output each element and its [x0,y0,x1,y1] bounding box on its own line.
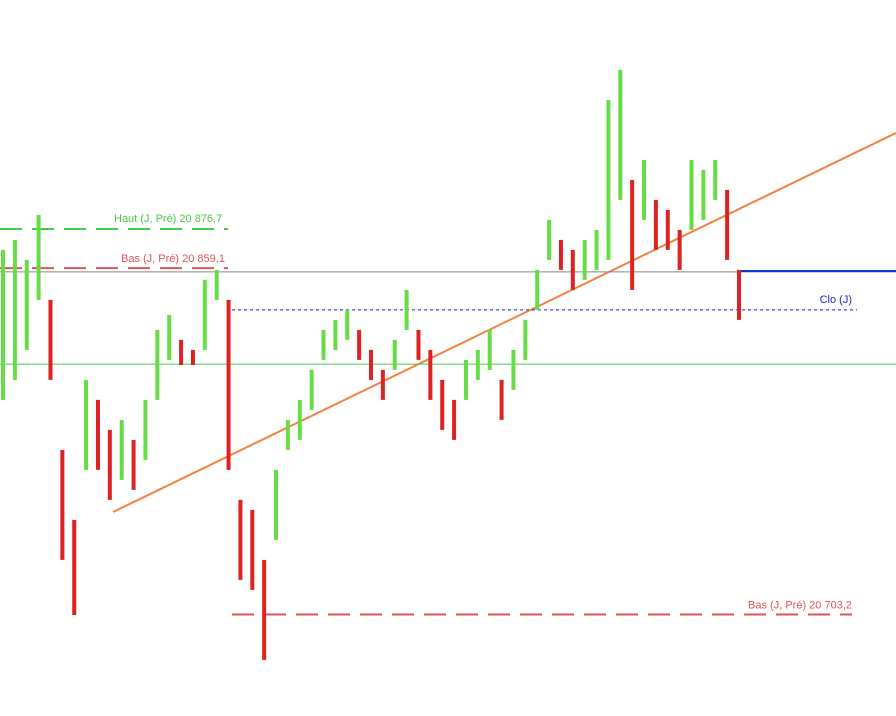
price-bar [463,359,468,400]
price-bar [475,349,480,380]
price-bar [179,339,184,365]
price-bar [48,299,53,380]
price-bar [677,229,682,270]
price-bar [725,189,730,260]
price-bar [190,349,195,365]
price-bar [653,199,658,250]
price-bar [214,269,219,300]
price-bar [119,419,124,480]
price-bar [250,509,255,590]
price-bar [392,339,397,370]
price-bar [24,259,29,350]
price-bar [416,329,421,360]
price-bar [155,329,160,400]
level-label: Bas (J, Pré) 20 703,2 [748,600,852,612]
price-bar [440,379,445,430]
price-bar [131,439,136,490]
level-label: Bas (J, Pré) 20 859,1 [121,253,225,265]
price-bar [84,379,89,470]
price-bar [511,349,516,390]
price-bar [36,215,41,300]
price-bar [737,269,741,320]
price-bar [630,179,635,290]
price-bar [689,159,694,230]
price-bar [380,369,385,400]
price-bar [558,239,563,270]
price-bar [167,315,172,360]
price-bar [262,559,267,660]
price-bar [95,399,100,470]
price-bar [309,369,314,410]
price-bar [428,349,433,400]
price-bar [570,249,575,290]
price-bar [713,159,718,200]
price-bar [701,169,706,220]
price-bar [143,399,148,460]
price-bar [202,279,207,350]
price-bar [1,249,5,400]
price-bar [369,349,373,380]
price-bar [297,399,302,440]
price-bar [594,229,599,270]
price-bar [285,419,290,450]
price-bar [333,319,338,350]
price-bar [487,329,492,370]
level-label: Haut (J, Pré) 20 876,7 [114,213,222,225]
price-bar [357,329,362,360]
price-bar [107,429,112,500]
price-bar [404,289,409,330]
price-bar [226,299,231,470]
price-bar [321,329,326,360]
price-bar [642,159,647,220]
price-bar [452,399,457,440]
price-bar [606,99,611,260]
price-bar [523,319,528,360]
price-bar [618,69,623,200]
price-bar [582,239,587,280]
price-bar [665,209,670,250]
level-label: Clo (J) [820,294,852,306]
price-bar [547,219,552,260]
price-bar [72,519,77,615]
price-bar [535,269,540,310]
price-bar [238,499,243,580]
price-bar [345,309,350,340]
price-bar [60,449,65,560]
price-bar [274,469,279,540]
price-bar [12,239,17,380]
price-bar [499,379,504,420]
trend-line [112,132,896,513]
